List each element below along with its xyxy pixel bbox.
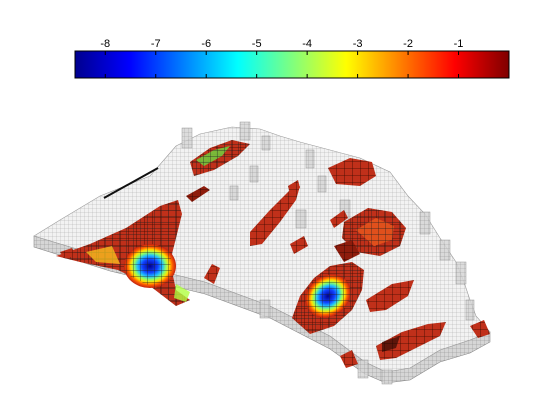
colorbar-tick-label: -2: [403, 38, 413, 50]
patch-strip-mid: [186, 186, 210, 202]
colorbar-gradient: [74, 50, 510, 79]
patch-strip-small: [330, 210, 348, 228]
colorbar-tick-label: -1: [454, 38, 464, 50]
patch-strip-center: [250, 186, 300, 246]
reservoir-surface: [33, 121, 491, 385]
colorbar-tick-label: -4: [302, 38, 312, 50]
colorbar-tick-label: -5: [252, 38, 262, 50]
model-ridges: [129, 121, 475, 385]
colorbar-tick-label: -3: [353, 38, 363, 50]
colorbar-tick-label: -7: [151, 38, 161, 50]
patch-right-mid: [366, 280, 414, 312]
colorbar-tick-labels: -8 -7 -6 -5 -4 -3 -2 -1: [100, 38, 463, 50]
patch-strip-left: [204, 264, 220, 284]
patch-top-right: [328, 158, 376, 186]
colorbar-tick-label: -6: [201, 38, 211, 50]
patch-right-edge: [470, 320, 490, 338]
anomaly-patches: [56, 140, 490, 368]
model-dark-ridge: [103, 167, 159, 199]
patch-right-lower: [376, 322, 446, 360]
colorbar-tick-label: -8: [100, 38, 110, 50]
patch-left-small: [60, 248, 76, 258]
colorbar: -8 -7 -6 -5 -4 -3 -2 -1: [74, 38, 510, 79]
colorbar-ticks: [104, 51, 460, 78]
patch-upper-mid: [288, 180, 300, 194]
patch-center-small: [290, 236, 308, 254]
patch-bottom: [340, 350, 358, 368]
